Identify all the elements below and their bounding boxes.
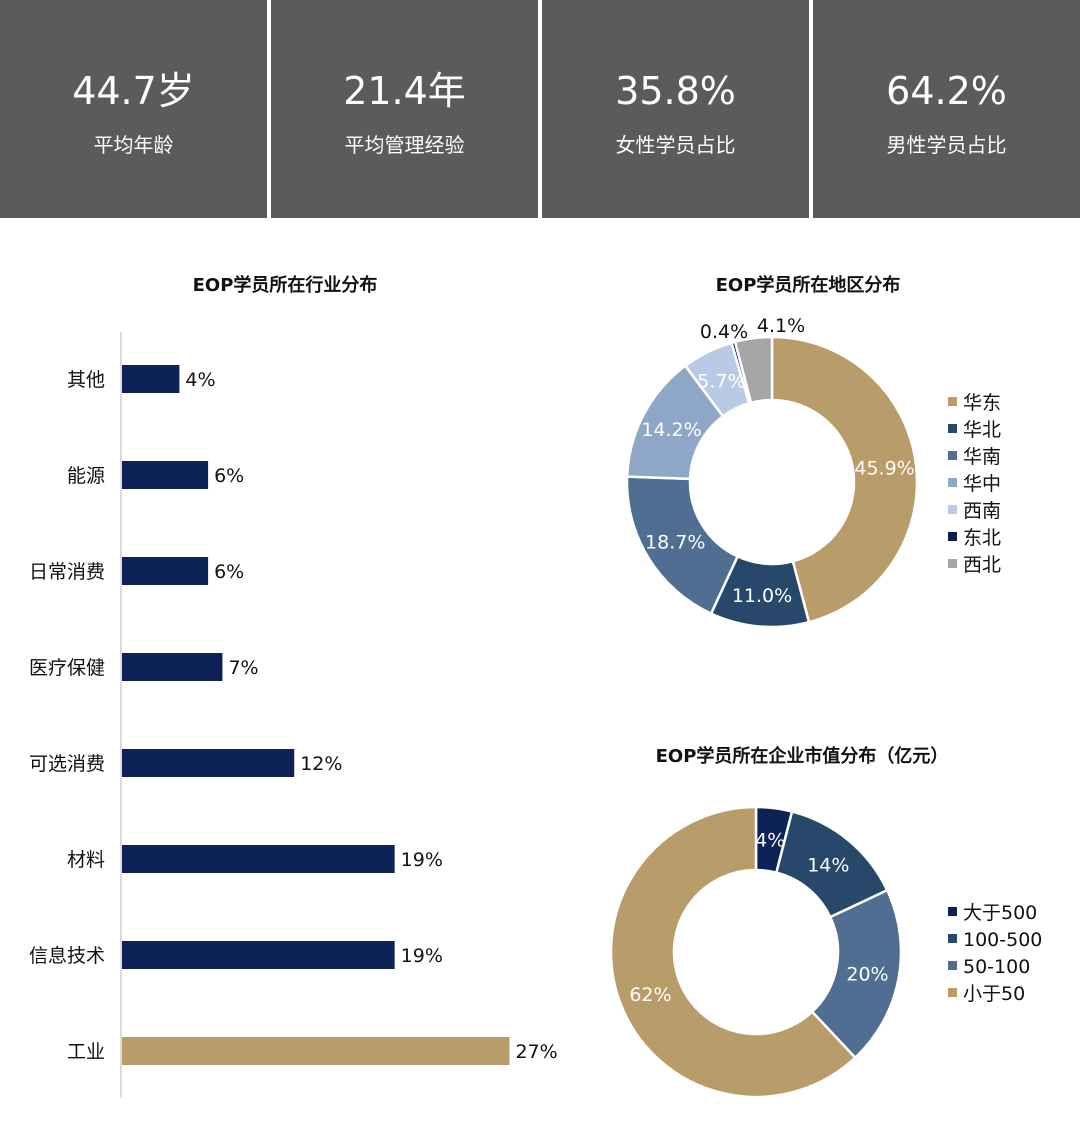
slice-西北 bbox=[733, 335, 774, 405]
bar-category-label: 材料 bbox=[67, 849, 105, 871]
legend-label: 华东 bbox=[963, 392, 1001, 414]
stats-banner: 44.7岁 平均年龄 21.4年 平均管理经验 35.8% 女性学员占比 64.… bbox=[0, 0, 1080, 218]
legend-label: 50-100 bbox=[963, 956, 1030, 978]
region-chart-title: EOP学员所在地区分布 bbox=[716, 274, 901, 296]
legend-swatch bbox=[948, 397, 957, 406]
legend-label: 华北 bbox=[963, 419, 1001, 441]
industry-bar-chart: EOP学员所在行业分布 其他 4% 能源 6% 日常消费 6% 医疗保健 7% 可选消费 12% 材… bbox=[29, 274, 558, 1098]
stat-card-female: 35.8% 女性学员占比 bbox=[542, 0, 809, 218]
market-cap-chart-title: EOP学员所在企业市值分布（亿元） bbox=[656, 745, 949, 767]
bar-value-label: 19% bbox=[401, 849, 443, 871]
stat-label: 女性学员占比 bbox=[615, 133, 736, 157]
bar-category-label: 工业 bbox=[67, 1041, 105, 1063]
bar-value-label: 27% bbox=[515, 1041, 557, 1063]
slice-小于50 bbox=[609, 805, 858, 1099]
legend-swatch bbox=[948, 532, 957, 541]
slice-label: 11.0% bbox=[732, 585, 792, 607]
slice-label: 45.9% bbox=[854, 457, 914, 479]
stat-label: 男性学员占比 bbox=[886, 133, 1007, 157]
bar-value-label: 19% bbox=[401, 945, 443, 967]
slice-label: 4% bbox=[755, 829, 785, 851]
bar-value-label: 6% bbox=[214, 561, 244, 583]
legend-swatch bbox=[948, 988, 957, 997]
stat-value: 35.8% bbox=[615, 69, 736, 113]
legend-swatch bbox=[948, 424, 957, 433]
stat-card-experience: 21.4年 平均管理经验 bbox=[271, 0, 538, 218]
slice-label: 20% bbox=[846, 963, 888, 985]
bar-value-label: 7% bbox=[228, 657, 258, 679]
bar-8 bbox=[122, 1037, 510, 1065]
market-cap-donut-chart: EOP学员所在企业市值分布（亿元） 4% 14% 20% 62% 大于500 100-50… bbox=[609, 745, 1042, 1099]
stat-card-age: 44.7岁 平均年龄 bbox=[0, 0, 267, 218]
industry-chart-title: EOP学员所在行业分布 bbox=[193, 274, 378, 296]
bar-2 bbox=[122, 461, 209, 489]
slice-label: 14.2% bbox=[641, 419, 701, 441]
legend-swatch bbox=[948, 907, 957, 916]
region-donut-chart: EOP学员所在地区分布 45.9% 11.0% 18.7% 14.2% 5.7% 0.4%… bbox=[625, 274, 1001, 629]
slice-50-100 bbox=[810, 888, 903, 1060]
bar-category-label: 可选消费 bbox=[29, 753, 105, 775]
legend-label: 100-500 bbox=[963, 929, 1042, 951]
stat-value: 21.4年 bbox=[343, 69, 466, 113]
slice-label: 5.7% bbox=[697, 370, 745, 392]
bar-category-label: 其他 bbox=[67, 369, 105, 391]
legend-swatch bbox=[948, 505, 957, 514]
bar-6 bbox=[122, 845, 395, 873]
slice-label: 4.1% bbox=[757, 315, 805, 337]
legend-label: 西南 bbox=[963, 500, 1001, 522]
legend-label: 小于50 bbox=[963, 983, 1025, 1005]
legend-label: 东北 bbox=[963, 527, 1001, 549]
bar-7 bbox=[122, 941, 395, 969]
legend-label: 华中 bbox=[963, 473, 1001, 495]
slice-label: 18.7% bbox=[645, 531, 705, 553]
bar-category-label: 信息技术 bbox=[29, 945, 105, 967]
legend-label: 大于500 bbox=[963, 902, 1037, 924]
slice-华东 bbox=[770, 335, 919, 624]
bar-4 bbox=[122, 653, 223, 681]
stat-label: 平均年龄 bbox=[93, 133, 174, 157]
stat-value: 64.2% bbox=[886, 69, 1007, 113]
legend-swatch bbox=[948, 934, 957, 943]
legend-swatch bbox=[948, 961, 957, 970]
legend-swatch bbox=[948, 559, 957, 568]
bar-value-label: 4% bbox=[185, 369, 215, 391]
stat-card-male: 64.2% 男性学员占比 bbox=[813, 0, 1080, 218]
slice-label: 0.4% bbox=[700, 321, 748, 343]
bar-5 bbox=[122, 749, 295, 777]
bar-category-label: 医疗保健 bbox=[29, 657, 105, 679]
legend-label: 西北 bbox=[963, 554, 1001, 576]
bar-category-label: 日常消费 bbox=[29, 561, 105, 583]
legend-label: 华南 bbox=[963, 446, 1001, 468]
bar-value-label: 6% bbox=[214, 465, 244, 487]
slice-label: 62% bbox=[629, 984, 671, 1006]
stat-value: 44.7岁 bbox=[72, 69, 195, 113]
slice-label: 14% bbox=[807, 855, 849, 877]
legend-swatch bbox=[948, 478, 957, 487]
stat-label: 平均管理经验 bbox=[344, 133, 465, 157]
bar-3 bbox=[122, 557, 209, 585]
legend-swatch bbox=[948, 451, 957, 460]
bar-1 bbox=[122, 365, 180, 393]
bar-value-label: 12% bbox=[300, 753, 342, 775]
bar-category-label: 能源 bbox=[67, 465, 105, 487]
